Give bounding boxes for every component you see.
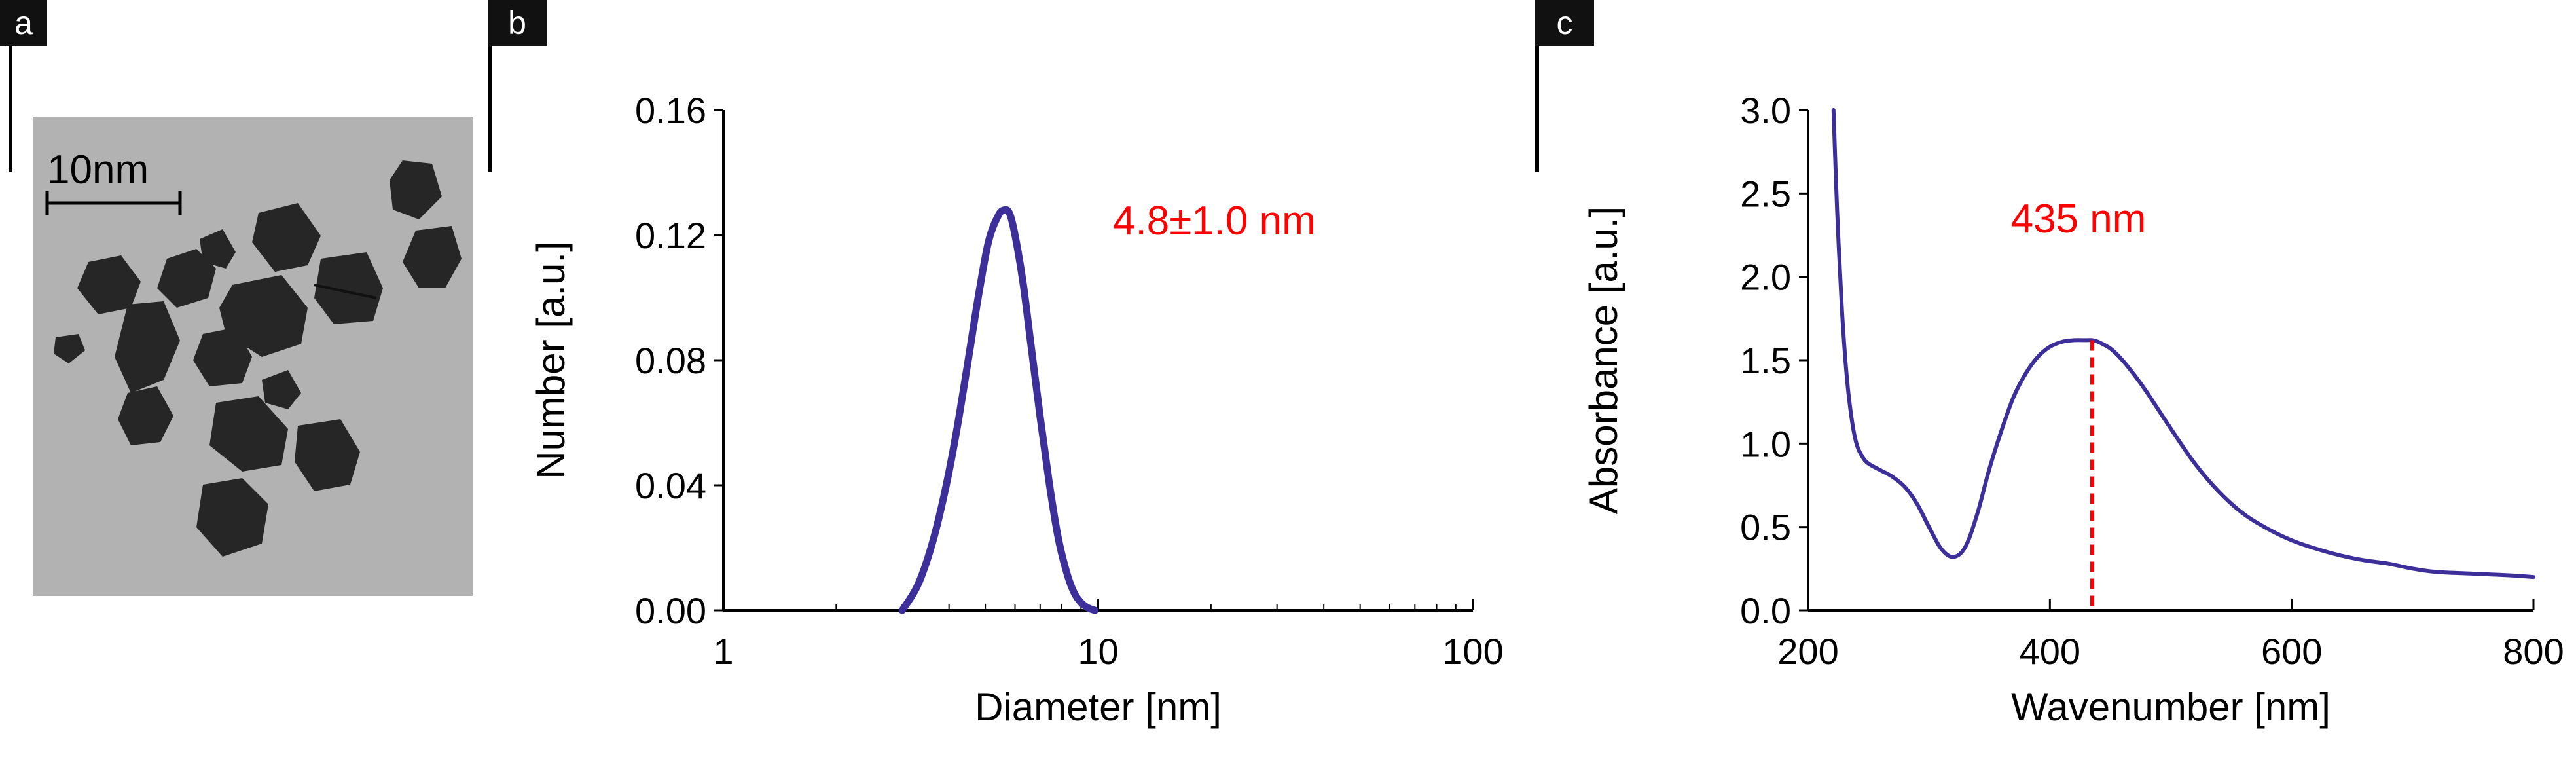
panel-a: a 10nm [0,0,473,596]
chart-c-x-tick-label: 400 [2020,631,2080,672]
scale-bar-label: 10nm [47,147,149,193]
panel-a-label: a [14,5,33,41]
chart-b-x-tick-label: 10 [1078,631,1118,672]
panel-c-label-box [1535,0,1594,46]
chart-c-y-tick-label: 1.5 [1740,340,1791,381]
chart-b-y-tick-label: 0.04 [635,465,706,506]
panel-c: c [1535,0,1594,172]
tem-particles [54,160,462,557]
chart-b-y-tick-label: 0.08 [635,340,706,381]
chart-c-series-line-0 [1831,108,2535,580]
chart-b-x-tick-label: 1 [713,631,733,672]
chart-c-y-tick-label: 1.0 [1740,423,1791,464]
panel-c-label: c [1557,5,1573,41]
chart-b-y-tick-label: 0.16 [635,90,706,131]
chart-c-x-tick-label: 800 [2503,631,2564,672]
chart-c-y-tick-label: 0.5 [1740,507,1791,548]
chart-b-annotation: 4.8±1.0 nm [1113,198,1316,244]
chart-b-y-axis-label: Number [a.u.] [529,241,573,479]
chart-c-x-tick-label: 600 [2261,631,2322,672]
chart-c-y-tick-label: 2.0 [1740,257,1791,298]
chart-absorbance-spectrum: 0.0 0.5 1.0 1.5 2.0 2.5 3.0 200 400 600 800 Wavenum… [1582,90,2564,729]
chart-diameter-distribution: 0.00 0.04 0.08 0.12 0.16 1 10 100 Diameter [nm] N… [529,90,1504,729]
panel-a-label-box [0,0,47,46]
chart-c-y-axis-label: Absorbance [a.u.] [1582,206,1625,514]
chart-b-x-tick-label: 100 [1442,631,1503,672]
chart-c-annotation: 435 nm [2011,196,2147,242]
panel-b-label: b [508,5,526,41]
chart-c-y-tick-label: 2.5 [1740,173,1791,214]
scale-bar [45,191,182,215]
chart-b-x-axis-label: Diameter [nm] [975,685,1222,729]
panel-b: b [488,0,547,172]
chart-c-x-tick-label: 200 [1777,631,1838,672]
chart-b-y-tick-label: 0.12 [635,215,706,256]
chart-b-series-line-0 [898,206,1098,614]
chart-b-y-tick-label: 0.00 [635,590,706,631]
chart-c-x-axis-label: Wavenumber [nm] [2011,685,2331,729]
chart-c-y-tick-label: 3.0 [1740,90,1791,131]
chart-c-y-tick-label: 0.0 [1740,590,1791,631]
panel-b-label-box [488,0,547,46]
